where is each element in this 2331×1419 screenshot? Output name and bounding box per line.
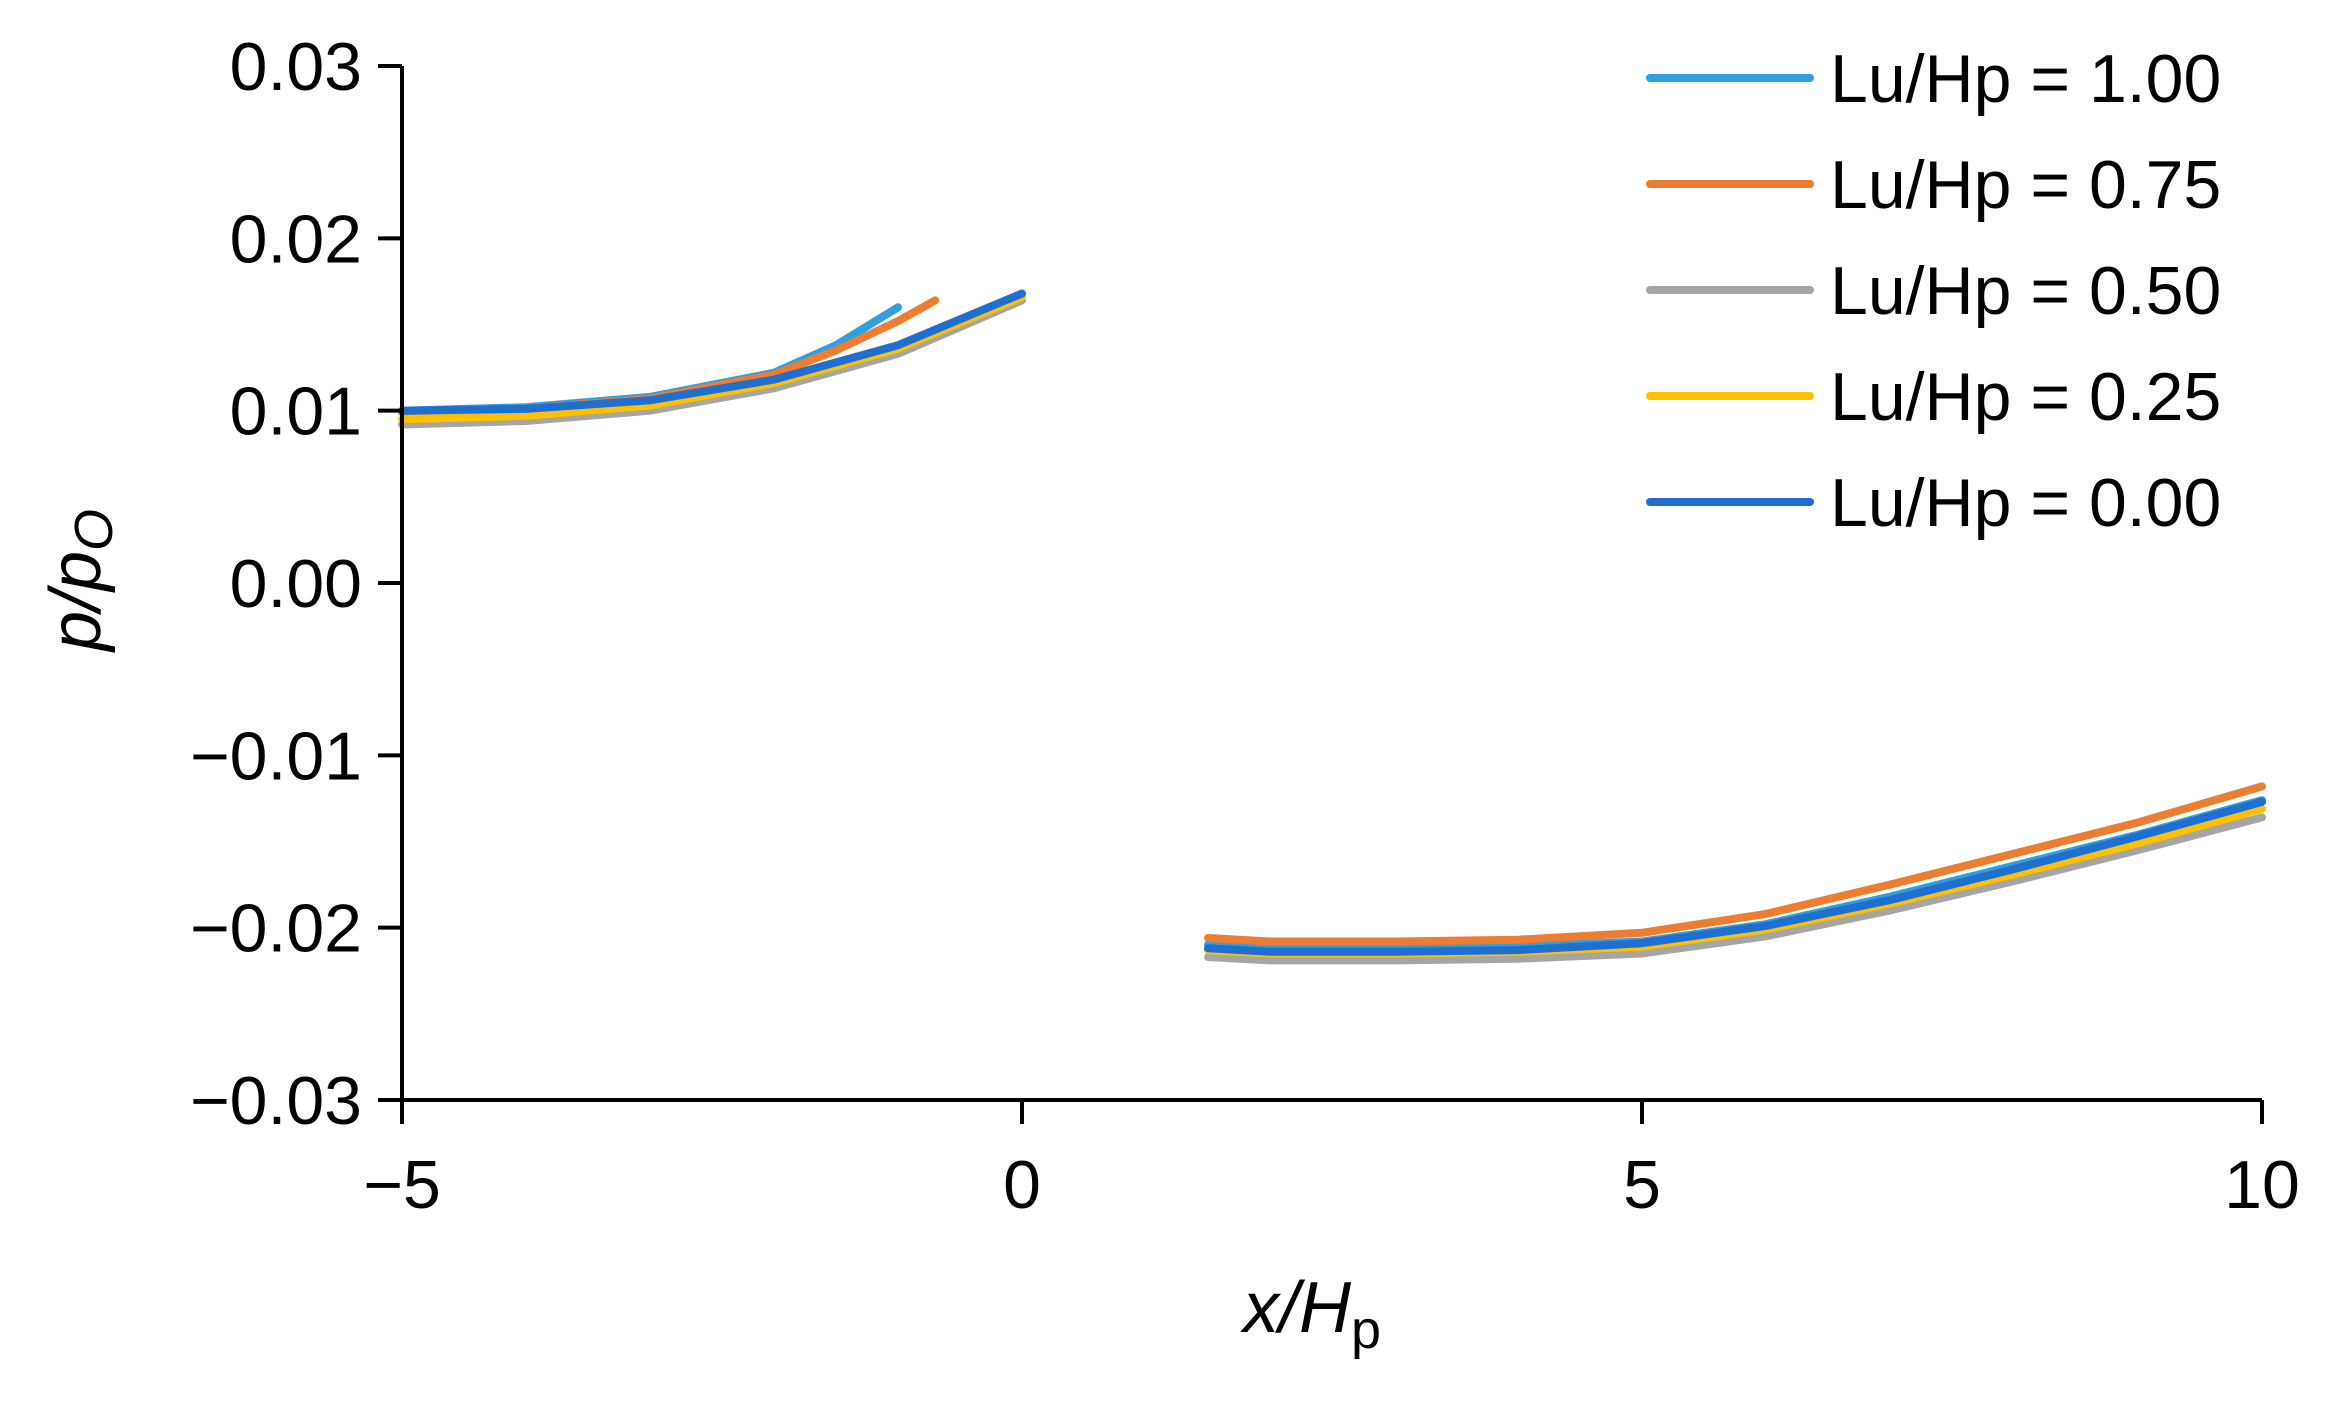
y-tick-label: 0.00 [230, 546, 362, 622]
series-segment [1204, 796, 2266, 953]
legend-item: Lu/Hp = 0.25 [1646, 359, 2221, 435]
series-segment [1204, 782, 2266, 946]
y-tick-label: −0.03 [190, 1063, 362, 1139]
y-axis-title-main: p/p [36, 551, 116, 653]
plot-lines [398, 289, 2266, 965]
series-segment [1204, 797, 2266, 956]
x-tick-label: 10 [2224, 1147, 2300, 1223]
legend-item: Lu/Hp = 0.50 [1646, 253, 2221, 329]
series-line-2 [398, 296, 2266, 965]
series-segment [398, 289, 1026, 415]
y-tick-label: −0.02 [190, 891, 362, 967]
x-axis-title-sub: p [1351, 1300, 1381, 1360]
legend: Lu/Hp = 1.00 Lu/Hp = 0.75 Lu/Hp = 0.50 Lu/H… [1646, 41, 2221, 541]
legend-label: Lu/Hp = 0.75 [1830, 147, 2221, 223]
series-line-4 [398, 289, 2266, 956]
series-segment [398, 296, 1026, 429]
x-axis-title-main: x/H [1240, 1268, 1352, 1348]
x-tick-label: −5 [363, 1147, 441, 1223]
y-tick-label: 0.02 [230, 201, 362, 277]
series-segment [1204, 813, 2266, 965]
x-tick-label: 0 [1003, 1147, 1041, 1223]
x-axis-title: x/Hp [1240, 1268, 1381, 1360]
axes [378, 64, 2264, 1124]
legend-label: Lu/Hp = 0.00 [1830, 465, 2221, 541]
y-tick-label: −0.01 [190, 718, 362, 794]
legend-label: Lu/Hp = 0.50 [1830, 253, 2221, 329]
legend-label: Lu/Hp = 1.00 [1830, 41, 2221, 117]
legend-item: Lu/Hp = 0.00 [1646, 465, 2221, 541]
legend-item: Lu/Hp = 1.00 [1646, 41, 2221, 117]
x-tick-label: 5 [1623, 1147, 1661, 1223]
y-tick-label: 0.01 [230, 374, 362, 450]
legend-label: Lu/Hp = 0.25 [1830, 359, 2221, 435]
tick-labels: −0.03 −0.02 −0.01 0.00 0.01 0.02 0.03 −5 0 5 10 [190, 29, 2300, 1223]
y-tick-label: 0.03 [230, 29, 362, 105]
legend-item: Lu/Hp = 0.75 [1646, 147, 2221, 223]
y-axis-title: p/pO [36, 509, 124, 653]
y-axis-title-sub: O [64, 509, 124, 551]
